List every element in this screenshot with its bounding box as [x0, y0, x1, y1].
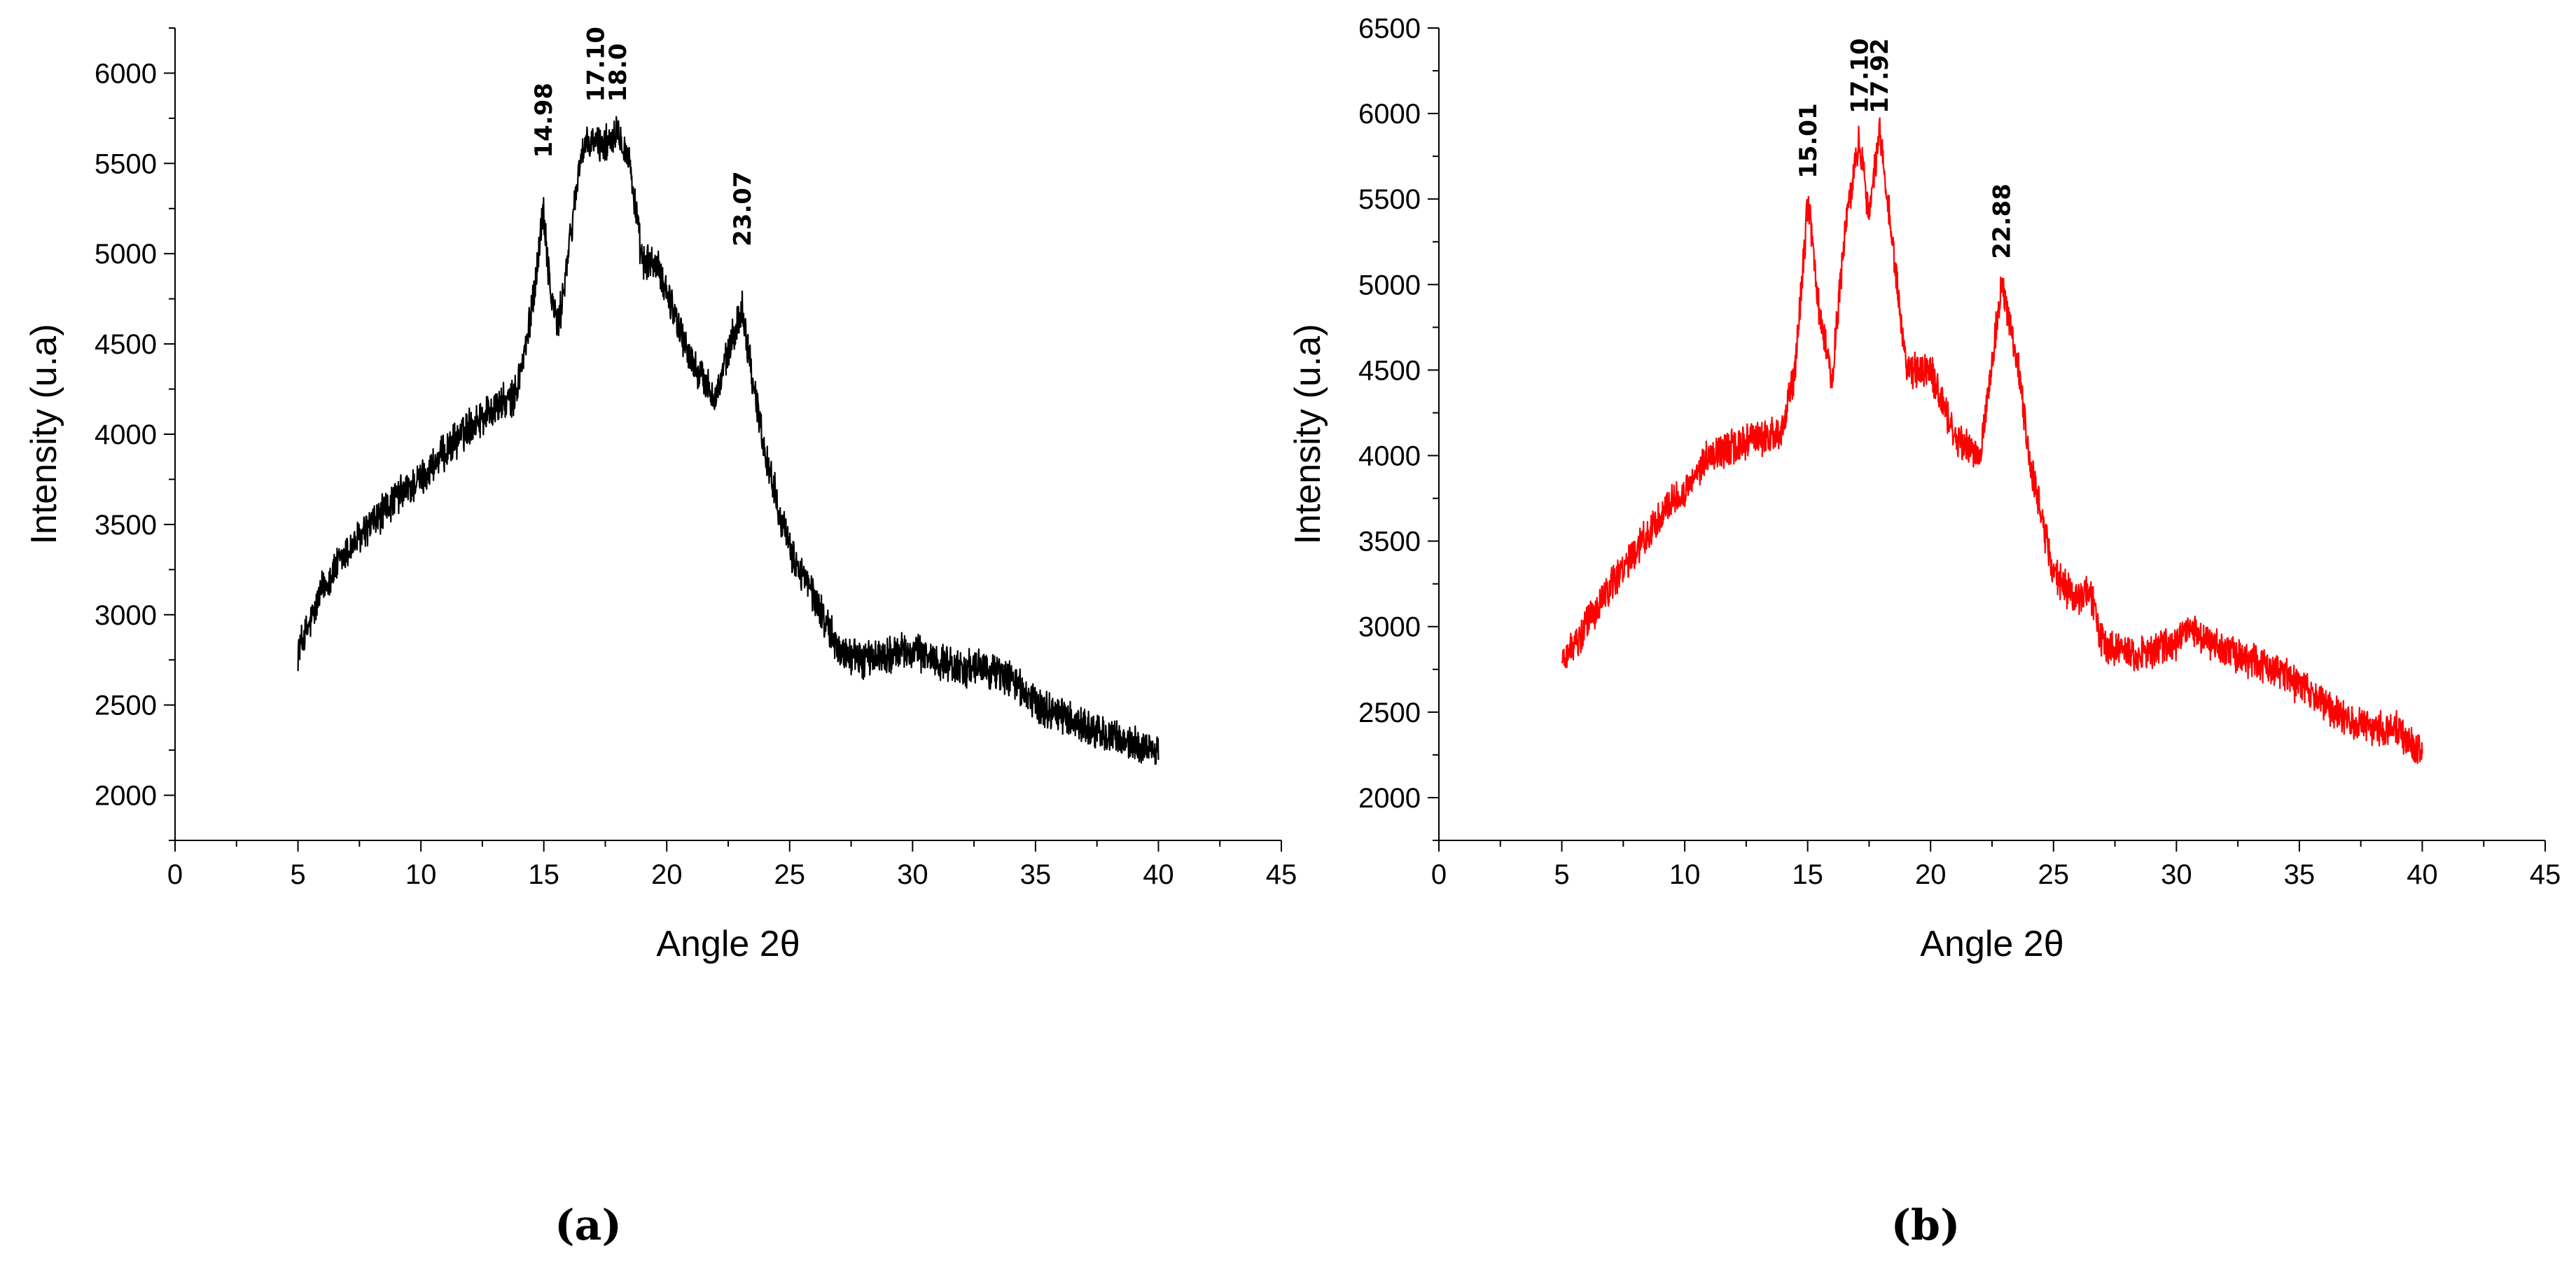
peak-label: 15.01 [1795, 103, 1823, 179]
x-tick-label: 5 [290, 859, 305, 890]
x-tick-label: 15 [1792, 859, 1823, 890]
y-tick-label: 2500 [1358, 698, 1421, 728]
x-tick-label: 40 [2407, 859, 2438, 890]
x-tick-label: 10 [405, 859, 437, 890]
x-tick-label: 15 [528, 859, 559, 890]
x-tick-label: 10 [1669, 859, 1701, 890]
y-tick-label: 3500 [95, 510, 157, 541]
panel-b: 0 5 10 15 20 25 30 35 40 45 2000 2500 3000 3500 4000 45… [1288, 13, 2561, 1250]
x-tick-label: 0 [1431, 859, 1447, 890]
peak-label: 17.92 [1866, 39, 1894, 114]
y-tick-label: 3000 [95, 600, 157, 631]
y-tick-label: 6000 [1358, 99, 1421, 130]
x-tick-label: 20 [1915, 859, 1947, 890]
x-tick-label: 40 [1143, 859, 1174, 890]
peak-label: 22.88 [1988, 183, 2016, 259]
y-tick-label: 5000 [95, 239, 157, 270]
x-tick-label: 30 [2161, 859, 2192, 890]
y-tick-label: 5500 [95, 148, 157, 179]
x-tick-label: 5 [1554, 859, 1569, 890]
y-tick-label: 4000 [1358, 441, 1421, 472]
y-tick-label: 5000 [1358, 270, 1421, 300]
y-tick-label: 4500 [1358, 355, 1421, 386]
x-tick-label: 0 [167, 859, 183, 890]
y-axis-title: Intensity (u.a) [1288, 324, 1328, 544]
y-axis-title: Intensity (u.a) [24, 324, 64, 544]
x-axis-title: Angle 2θ [1920, 924, 2063, 964]
xrd-series-line [297, 116, 1160, 765]
panel-a: 0 5 10 15 20 25 30 35 40 45 2000 2500 3000 3500 4000 45… [24, 27, 1297, 1250]
peak-label: 23.07 [729, 171, 757, 247]
peak-label: 14.98 [530, 83, 558, 158]
y-tick-label: 3500 [1358, 527, 1421, 557]
x-tick-label: 25 [2038, 859, 2070, 890]
y-tick-label: 6000 [95, 58, 157, 89]
xrd-series-line [1561, 117, 2423, 764]
peak-label: 18.0 [604, 43, 632, 102]
y-tick-label: 4500 [95, 329, 157, 360]
x-tick-label: 25 [774, 859, 806, 890]
x-tick-label: 20 [651, 859, 683, 890]
x-tick-label: 35 [2284, 859, 2316, 890]
y-tick-label: 3000 [1358, 612, 1421, 643]
x-tick-label: 35 [1020, 859, 1052, 890]
x-tick-label: 45 [1266, 859, 1297, 890]
y-tick-label: 2500 [95, 691, 157, 721]
y-tick-label: 6500 [1358, 13, 1421, 44]
x-axis-title: Angle 2θ [656, 924, 800, 964]
y-tick-label: 4000 [95, 419, 157, 450]
peak-label: 17.10 [1846, 39, 1874, 114]
y-tick-label: 2000 [95, 781, 157, 812]
x-tick-label: 30 [897, 859, 928, 890]
x-tick-label: 45 [2530, 859, 2561, 890]
panel-label: (b) [1891, 1201, 1961, 1250]
panel-label: (a) [555, 1201, 622, 1250]
y-tick-label: 5500 [1358, 184, 1421, 215]
y-tick-label: 2000 [1358, 783, 1421, 814]
peak-label: 17.10 [582, 27, 610, 102]
